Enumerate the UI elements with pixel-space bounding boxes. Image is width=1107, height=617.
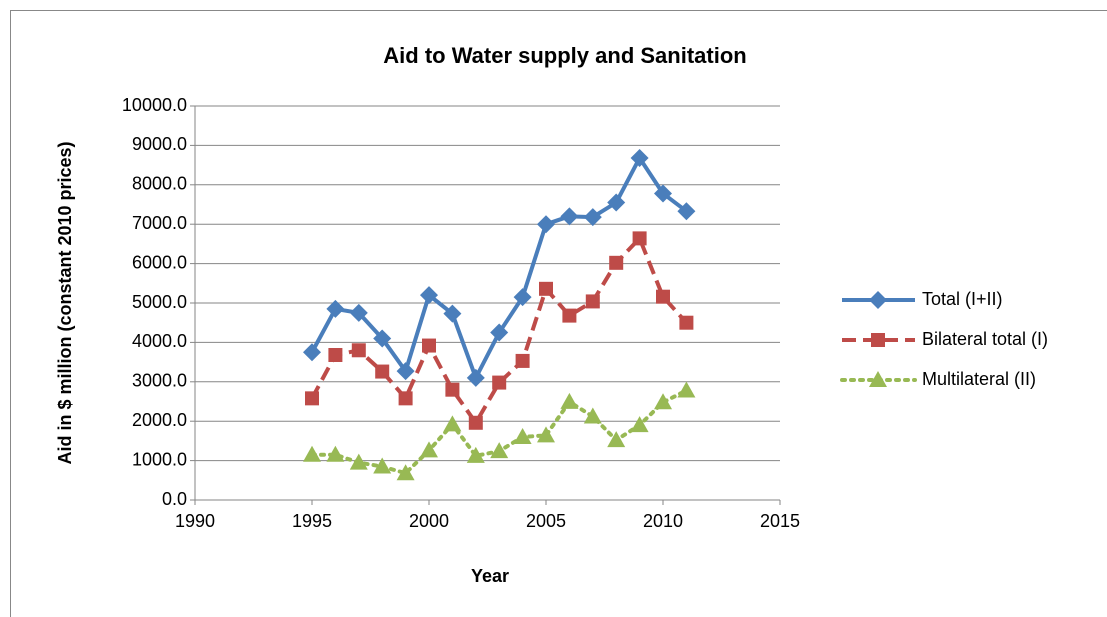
- y-tick-label: 10000.0: [122, 95, 187, 115]
- legend-marker: [871, 333, 885, 347]
- point-marker: [585, 294, 600, 309]
- point-marker: [515, 353, 530, 368]
- chart-border: [10, 10, 1107, 617]
- point-marker: [443, 415, 462, 432]
- point-marker: [305, 391, 319, 406]
- point-marker: [349, 453, 368, 470]
- point-marker: [677, 381, 696, 398]
- point-marker: [466, 446, 485, 463]
- point-marker: [396, 362, 415, 381]
- point-marker: [513, 427, 532, 444]
- point-marker: [326, 299, 345, 318]
- point-marker: [466, 368, 485, 387]
- point-marker: [630, 416, 649, 433]
- point-marker: [398, 391, 413, 406]
- point-marker: [513, 288, 532, 307]
- point-marker: [607, 431, 626, 448]
- point-marker: [654, 393, 672, 410]
- y-tick-label: 5000.0: [132, 292, 187, 312]
- legend-label: Total (I+II): [922, 289, 1003, 309]
- point-marker: [537, 426, 555, 443]
- point-marker: [679, 315, 694, 330]
- y-tick-label: 8000.0: [132, 174, 187, 194]
- x-tick-label: 2005: [526, 511, 566, 531]
- point-marker: [583, 407, 602, 424]
- legend-marker: [869, 371, 887, 387]
- x-tick-label: 2000: [409, 511, 449, 531]
- point-marker: [654, 184, 672, 203]
- point-marker: [656, 289, 670, 304]
- y-tick-label: 2000.0: [132, 410, 187, 430]
- series-line: [310, 236, 688, 425]
- x-tick-label: 2010: [643, 511, 683, 531]
- y-tick-label: 3000.0: [132, 371, 187, 391]
- point-marker: [539, 281, 553, 296]
- y-tick-label: 7000.0: [132, 213, 187, 233]
- point-marker: [326, 445, 345, 462]
- y-axis-title: Aid in $ million (constant 2010 prices): [55, 141, 75, 464]
- point-marker: [328, 348, 343, 363]
- point-marker: [607, 193, 626, 212]
- y-tick-label: 4000.0: [132, 331, 187, 351]
- point-marker: [490, 442, 509, 459]
- y-tick-label: 0.0: [162, 489, 187, 509]
- point-marker: [420, 441, 438, 458]
- x-tick-label: 2015: [760, 511, 800, 531]
- y-tick-label: 1000.0: [132, 449, 187, 469]
- point-marker: [583, 208, 602, 227]
- point-marker: [373, 329, 392, 348]
- point-marker: [609, 255, 624, 270]
- point-marker: [632, 231, 647, 246]
- y-tick-label: 9000.0: [132, 134, 187, 154]
- point-marker: [303, 445, 321, 462]
- point-marker: [560, 392, 579, 409]
- point-marker: [351, 343, 366, 358]
- legend-label: Bilateral total (I): [922, 329, 1048, 349]
- point-marker: [560, 207, 579, 226]
- legend-label: Multilateral (II): [922, 369, 1036, 389]
- x-tick-label: 1995: [292, 511, 332, 531]
- point-marker: [443, 304, 462, 323]
- point-marker: [375, 364, 390, 379]
- point-marker: [349, 303, 368, 322]
- point-marker: [468, 415, 483, 430]
- point-marker: [373, 457, 392, 474]
- point-marker: [396, 464, 415, 481]
- point-marker: [303, 343, 321, 362]
- x-tick-label: 1990: [175, 511, 215, 531]
- y-tick-label: 6000.0: [132, 252, 187, 272]
- point-marker: [492, 375, 507, 390]
- point-marker: [630, 149, 649, 168]
- point-marker: [422, 338, 436, 353]
- point-marker: [677, 202, 696, 221]
- chart-title: Aid to Water supply and Sanitation: [383, 43, 746, 68]
- point-marker: [537, 215, 555, 234]
- point-marker: [490, 323, 509, 342]
- point-marker: [445, 382, 460, 397]
- point-marker: [420, 286, 438, 305]
- x-axis-title: Year: [471, 566, 509, 586]
- legend-marker: [869, 291, 887, 309]
- point-marker: [562, 308, 577, 323]
